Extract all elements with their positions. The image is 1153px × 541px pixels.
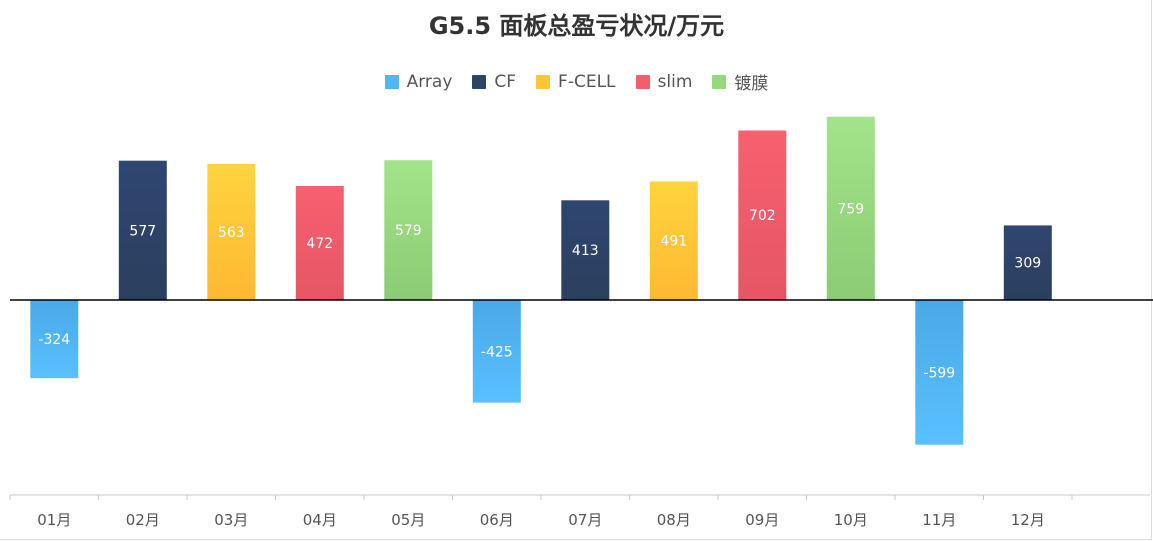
x-tick-label: 04月 (303, 511, 337, 529)
x-tick-label: 09月 (745, 511, 779, 529)
legend-item-2[interactable]: F-CELL (536, 69, 616, 94)
legend-swatch (635, 74, 650, 89)
legend-swatch (712, 74, 727, 89)
data-label: 579 (395, 223, 422, 239)
x-tick-label: 06月 (480, 511, 514, 529)
x-tick-label: 10月 (834, 511, 868, 529)
x-tick-label: 01月 (37, 511, 71, 529)
bar-03月[interactable] (207, 164, 256, 300)
x-tick-label: 12月 (1011, 511, 1045, 529)
bar-09月[interactable] (738, 130, 787, 301)
x-tick-label: 02月 (126, 511, 160, 529)
data-label: 491 (660, 234, 687, 250)
legend: Array CF F-CELL slim 镀膜 (0, 69, 1153, 94)
data-label: -599 (923, 365, 955, 381)
legend-swatch (536, 74, 551, 89)
legend-label: F-CELL (558, 71, 616, 92)
bar-06月[interactable] (472, 300, 521, 403)
x-tick-label: 08月 (657, 511, 691, 529)
data-label: 309 (1014, 256, 1041, 272)
chart-title: G5.5 面板总盈亏状况/万元 (428, 12, 725, 40)
data-label: -324 (38, 332, 70, 348)
bar-05月[interactable] (384, 160, 433, 300)
x-tick-label: 07月 (568, 511, 602, 529)
bar-07月[interactable] (561, 200, 610, 300)
legend-item-3[interactable]: slim (635, 69, 693, 94)
data-label: 563 (218, 225, 245, 241)
data-label: 577 (129, 223, 156, 239)
bar-02月[interactable] (118, 160, 167, 300)
legend-label: CF (494, 71, 517, 92)
bar-12月[interactable] (1003, 225, 1052, 300)
legend-item-4[interactable]: 镀膜 (712, 69, 768, 94)
bar-11月[interactable] (915, 300, 964, 445)
data-label: -425 (481, 344, 513, 360)
legend-item-1[interactable]: CF (472, 69, 516, 94)
bar-04月[interactable] (295, 186, 344, 300)
x-tick-label: 03月 (214, 511, 248, 529)
legend-label: slim (657, 71, 693, 92)
legend-swatch (384, 74, 399, 89)
legend-swatch (472, 74, 487, 89)
bar-08月[interactable] (649, 181, 698, 300)
legend-label: 镀膜 (734, 74, 769, 94)
data-label: 702 (749, 208, 776, 224)
bar-01月[interactable] (30, 300, 79, 379)
x-tick-label: 05月 (391, 511, 425, 529)
data-label: 413 (572, 243, 599, 259)
bar-10月[interactable] (826, 116, 875, 300)
legend-item-0[interactable]: Array (384, 69, 453, 94)
legend-label: Array (406, 71, 453, 92)
data-label: 759 (837, 201, 864, 217)
x-tick-label: 11月 (922, 511, 956, 529)
data-label: 472 (306, 236, 333, 252)
